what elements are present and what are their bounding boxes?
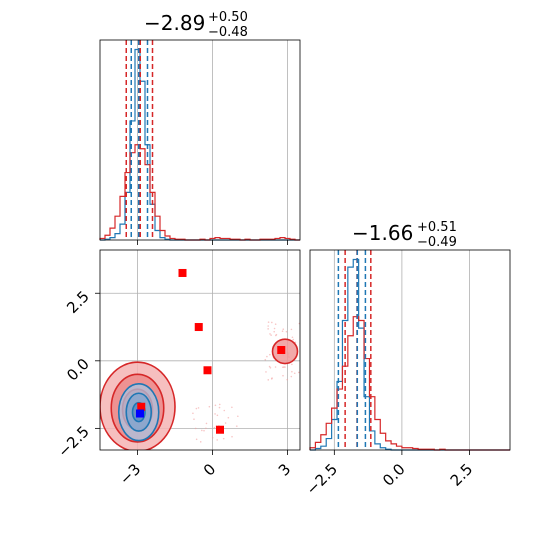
red-marker xyxy=(216,425,224,434)
sample-point xyxy=(218,403,221,406)
sample-point xyxy=(205,427,207,430)
histogram-series-0 xyxy=(100,48,300,241)
sample-point xyxy=(197,407,200,409)
sample-point xyxy=(203,429,205,432)
sample-point xyxy=(227,416,230,419)
sample-point xyxy=(216,439,219,441)
sample-point xyxy=(270,334,272,336)
sample-point xyxy=(273,327,276,330)
sample-point xyxy=(275,334,277,337)
blue-marker xyxy=(136,409,144,418)
sample-point xyxy=(213,426,216,429)
sample-point xyxy=(199,441,202,443)
sample-point xyxy=(273,330,275,333)
x-tick-label: −3 xyxy=(116,460,144,488)
sample-point xyxy=(195,438,198,441)
sample-point xyxy=(302,361,304,363)
sample-point xyxy=(283,366,285,368)
sample-point xyxy=(290,375,293,378)
histogram-panel-param1 xyxy=(99,39,301,241)
contour-frame xyxy=(99,249,301,451)
red-marker xyxy=(137,402,146,411)
sample-point xyxy=(231,435,233,438)
red-marker xyxy=(178,268,187,277)
sample-point xyxy=(269,366,272,369)
sample-point xyxy=(274,323,277,326)
sample-point xyxy=(265,371,267,373)
title-param1-lower: −0.48 xyxy=(208,25,248,40)
sample-point xyxy=(297,371,300,374)
sample-point xyxy=(285,330,288,333)
sample-point xyxy=(235,425,238,427)
sample-point xyxy=(192,412,194,415)
sample-point xyxy=(274,366,277,368)
sample-point xyxy=(267,321,270,323)
sample-point xyxy=(282,374,284,377)
sample-point xyxy=(267,325,269,327)
sample-point xyxy=(281,330,284,333)
histogram-frame-param2 xyxy=(309,249,511,451)
sample-point xyxy=(268,365,271,368)
sample-point xyxy=(270,378,273,380)
sample-point xyxy=(216,414,219,417)
red-marker xyxy=(194,323,203,332)
sample-point xyxy=(266,355,268,358)
sample-point xyxy=(267,379,270,381)
sample-point xyxy=(194,427,197,430)
sample-point xyxy=(301,329,303,331)
y-tick-label: −2.5 xyxy=(54,422,92,460)
y-tick-label: 0.0 xyxy=(63,355,93,385)
sample-point xyxy=(267,328,269,330)
histogram-series-0 xyxy=(310,258,510,451)
title-param2-value: −1.66 xyxy=(352,221,413,245)
sample-point xyxy=(195,407,198,410)
sample-point xyxy=(231,406,233,409)
histogram-series-1 xyxy=(309,316,510,451)
sample-point xyxy=(211,436,214,439)
sample-point xyxy=(264,358,267,361)
sample-point xyxy=(291,363,293,366)
x-tick-label: 3 xyxy=(275,460,294,479)
title-param1-upper: +0.50 xyxy=(208,10,248,25)
sample-point xyxy=(302,369,304,371)
contour-panel xyxy=(99,249,304,451)
sample-point xyxy=(205,422,208,425)
sample-point xyxy=(292,338,295,341)
sample-point xyxy=(224,422,227,424)
sample-point xyxy=(222,437,225,440)
sample-point xyxy=(237,415,239,418)
histogram-panel-param2 xyxy=(309,249,511,451)
sample-point xyxy=(269,333,271,335)
x-tick-label: −2.5 xyxy=(303,460,341,498)
sample-point xyxy=(286,378,288,381)
sample-point xyxy=(269,353,271,356)
y-tick-label: 2.5 xyxy=(63,287,93,317)
title-param2-upper: +0.51 xyxy=(417,220,457,235)
sample-point xyxy=(291,336,294,339)
histogram-frame-param1 xyxy=(99,39,301,241)
sample-point xyxy=(282,328,285,331)
sample-point xyxy=(214,413,216,415)
sample-point xyxy=(214,404,217,407)
sample-point xyxy=(201,429,203,432)
sample-point xyxy=(293,372,296,375)
sample-point xyxy=(290,328,293,331)
sample-point xyxy=(218,406,221,409)
red-marker xyxy=(203,366,212,375)
sample-point xyxy=(223,409,226,412)
sample-point xyxy=(291,370,293,373)
title-param2-lower: −0.49 xyxy=(417,235,457,250)
sample-point xyxy=(271,321,273,324)
sample-point xyxy=(208,405,211,408)
x-tick-label: 0 xyxy=(200,460,219,479)
sample-point xyxy=(193,418,195,420)
sample-point xyxy=(302,323,304,325)
title-param1-value: −2.89 xyxy=(144,11,205,35)
x-tick-label: 0.0 xyxy=(379,460,409,490)
red-marker xyxy=(277,346,286,354)
x-tick-label: 2.5 xyxy=(447,460,477,490)
